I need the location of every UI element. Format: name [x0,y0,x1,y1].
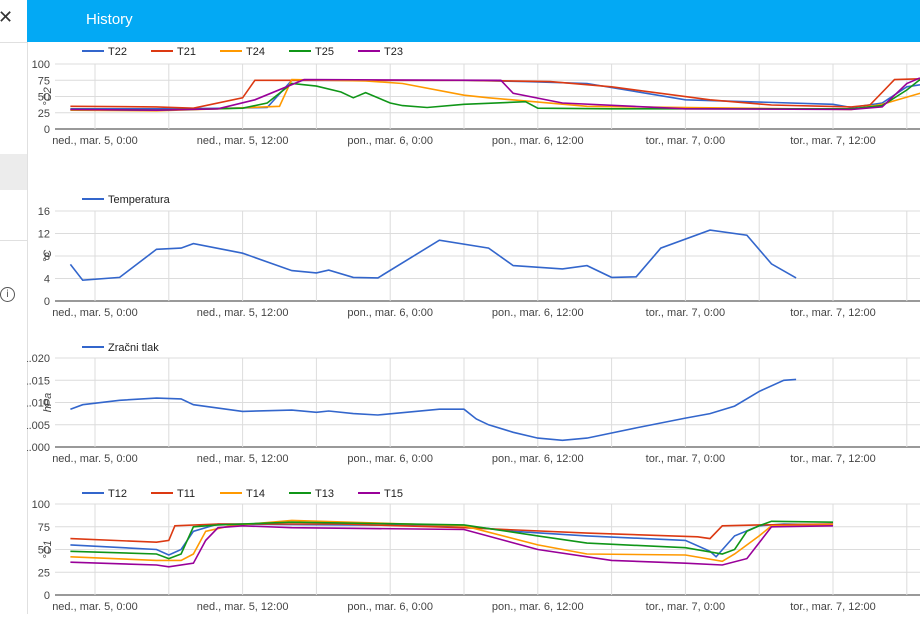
sidebar-divider [0,240,27,241]
y-axis-label: hPa [42,393,54,413]
series-line-t23 [70,77,920,112]
sidebar-item-selected[interactable] [0,154,27,190]
chart-temperatures-group2: 0 25 50 75 100 ned., mar. 5, 0:00 ned., mar. 5… [27,42,920,178]
series-line-t13 [70,520,834,560]
legend-label: T24 [246,46,265,58]
series-line-t25 [70,79,920,112]
x-tick-label: pon., mar. 6, 0:00 [347,307,433,319]
y-tick-label: 75 [38,75,50,87]
legend-label: T21 [177,46,196,58]
x-tick-label: tor., mar. 7, 0:00 [646,135,726,147]
chart-air-pressure: 1.000 1.005 1.010 1.015 1.020 ned., mar. 5, 0… [22,338,920,470]
x-tick-label: ned., mar. 5, 12:00 [197,453,289,465]
series-line-t22 [70,79,920,110]
x-tick-label: pon., mar. 6, 12:00 [492,601,584,613]
chart-svg: 0 4 8 12 16 ned., mar. 5, 0:00 ned., mar. 5, 1… [38,194,920,319]
y-tick-label: 8 [44,251,50,263]
y-axis-label: °C2 [42,87,54,105]
x-tick-label: ned., mar. 5, 12:00 [197,135,289,147]
y-tick-label: 4 [44,274,50,286]
chart-temperatures-group1: 0 25 50 75 100 ned., mar. 5, 0:00 ned., mar. 5… [27,484,920,614]
x-tick-label: tor., mar. 7, 0:00 [646,601,726,613]
x-tick-label: ned., mar. 5, 0:00 [52,135,138,147]
x-tick-label: pon., mar. 6, 0:00 [347,453,433,465]
x-tick-label: tor., mar. 7, 12:00 [790,135,876,147]
series-line-temperatura [69,229,797,282]
y-tick-label: 0 [44,590,50,602]
x-tick-label: pon., mar. 6, 0:00 [347,601,433,613]
legend-label: Zračni tlak [108,342,159,354]
legend-label: T25 [315,46,334,58]
legend-label: T14 [246,488,265,500]
y-tick-label: 1.015 [27,375,50,387]
y-tick-label: 1.000 [27,442,50,454]
y-tick-label: 12 [38,229,50,241]
x-tick-label: ned., mar. 5, 0:00 [52,601,138,613]
y-axis-label: °C [42,250,54,262]
x-tick-label: tor., mar. 7, 0:00 [646,453,726,465]
x-tick-label: pon., mar. 6, 12:00 [492,135,584,147]
legend-label: T13 [315,488,334,500]
x-tick-label: pon., mar. 6, 12:00 [492,307,584,319]
x-tick-label: pon., mar. 6, 0:00 [347,135,433,147]
y-tick-label: 0 [44,124,50,136]
close-icon[interactable]: ✕ [0,7,14,27]
x-tick-label: ned., mar. 5, 12:00 [197,307,289,319]
x-tick-label: pon., mar. 6, 12:00 [492,453,584,465]
x-tick-label: ned., mar. 5, 0:00 [52,453,138,465]
y-axis-label: °C1 [42,540,54,558]
page-title: History [86,11,133,28]
y-tick-label: 16 [38,206,50,218]
y-tick-label: 1.010 [27,398,50,410]
y-tick-label: 100 [32,59,50,71]
y-tick-label: 50 [38,92,50,104]
legend-label: T22 [108,46,127,58]
y-tick-label: 25 [38,567,50,579]
series-line-t21 [70,77,920,110]
chart-svg: 0 25 50 75 100 ned., mar. 5, 0:00 ned., mar. 5… [32,46,920,147]
legend-label: T15 [384,488,403,500]
legend-label: T11 [177,488,195,500]
legend-label: Temperatura [108,194,171,206]
chart-svg: 0 25 50 75 100 ned., mar. 5, 0:00 ned., mar. 5… [32,488,920,613]
x-tick-label: tor., mar. 7, 0:00 [646,307,726,319]
series-line-t11 [70,523,834,544]
x-tick-label: ned., mar. 5, 12:00 [197,601,289,613]
y-tick-label: 75 [38,522,50,534]
y-tick-label: 25 [38,108,50,120]
y-tick-label: 100 [32,499,50,511]
info-icon[interactable]: i [0,287,15,302]
chart-outdoor-temperature: 0 4 8 12 16 ned., mar. 5, 0:00 ned., mar. 5, 1… [27,190,920,330]
y-tick-label: 50 [38,545,50,557]
y-tick-label: 1.005 [27,420,50,432]
x-tick-label: tor., mar. 7, 12:00 [790,453,876,465]
x-tick-label: tor., mar. 7, 12:00 [790,601,876,613]
series-line-t14 [70,519,834,563]
app-header: History [27,0,920,42]
y-tick-label: 0 [44,296,50,308]
x-tick-label: tor., mar. 7, 12:00 [790,307,876,319]
x-tick-label: ned., mar. 5, 0:00 [52,307,138,319]
sidebar: ✕ i [0,0,28,614]
y-tick-label: 1.020 [27,353,50,365]
legend-label: T23 [384,46,403,58]
sidebar-divider [0,42,27,43]
series-line-t15 [70,524,834,568]
legend-label: T12 [108,488,127,500]
chart-svg: 1.000 1.005 1.010 1.015 1.020 ned., mar. 5, 0… [22,342,920,465]
series-line-zra-ni-tlak [70,378,797,442]
